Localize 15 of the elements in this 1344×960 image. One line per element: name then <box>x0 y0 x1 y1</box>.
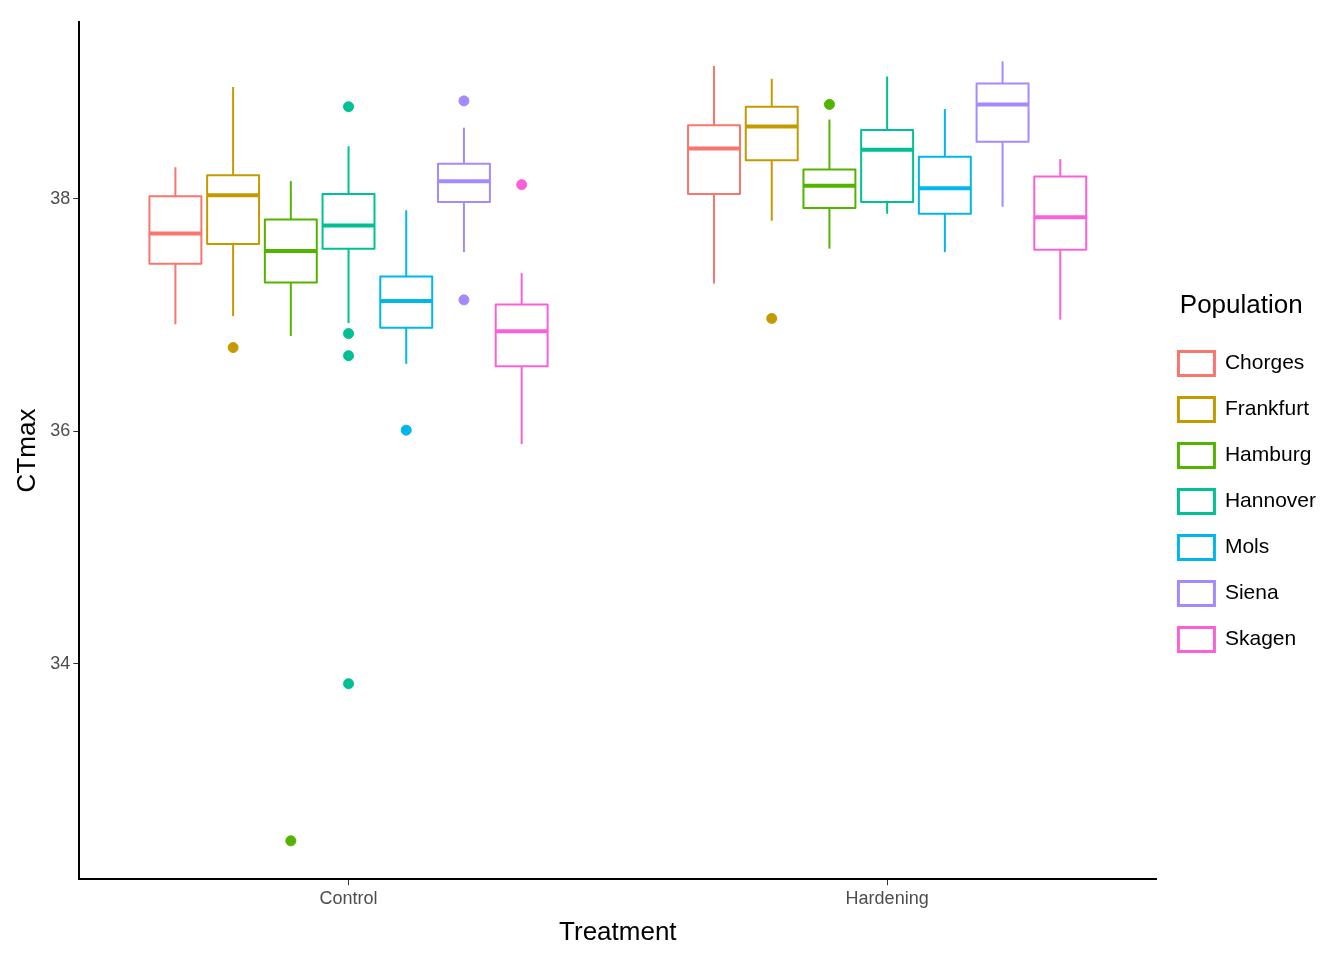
y-tick-label: 36 <box>50 420 71 441</box>
x-tick-label: Control <box>319 887 378 908</box>
legend-label: Mols <box>1224 534 1270 558</box>
x-axis-title: Treatment <box>559 915 678 946</box>
legend-label: Skagen <box>1224 626 1297 650</box>
y-tick-label: 38 <box>50 187 71 208</box>
legend-label: Hannover <box>1224 488 1317 512</box>
y-tick-label: 34 <box>50 652 71 673</box>
legend-label: Frankfurt <box>1224 396 1310 420</box>
legend-title: Population <box>1179 288 1303 319</box>
x-tick-label: Hardening <box>845 887 929 908</box>
legend-label: Hamburg <box>1224 442 1312 466</box>
legend-label: Siena <box>1224 580 1279 604</box>
legend-label: Chorges <box>1224 350 1305 374</box>
y-axis-title: CTmax <box>10 408 41 493</box>
